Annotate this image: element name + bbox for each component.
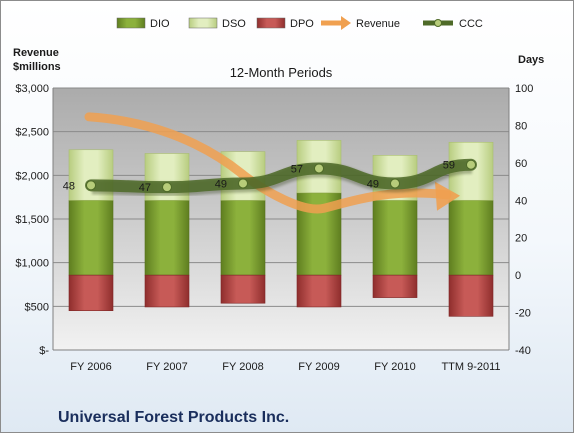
left-tick-label: $3,000 (15, 83, 49, 95)
ccc-data-label: 48 (63, 180, 75, 192)
legend-label: CCC (459, 18, 483, 30)
left-tick-label: $- (39, 345, 49, 357)
legend-swatch (188, 17, 218, 29)
left-tick-label: $500 (25, 301, 49, 313)
bar-dpo (68, 274, 114, 311)
company-name: Universal Forest Products Inc. (58, 409, 289, 426)
right-tick-label: 40 (515, 195, 527, 207)
right-tick-label: 20 (515, 233, 527, 245)
legend-item: CCC (423, 18, 483, 30)
left-axis-title: Revenue $millions (13, 47, 61, 73)
bar-dpo (144, 274, 190, 308)
legend-item: Revenue (321, 16, 400, 30)
ccc-data-label: 49 (367, 178, 379, 190)
x-tick-label: FY 2008 (222, 361, 263, 373)
legend-swatch (116, 17, 146, 29)
legend-item: DIO (116, 17, 170, 30)
legend-label: DPO (290, 18, 314, 30)
bar-dio (144, 199, 190, 276)
bar-dio (372, 199, 418, 276)
right-tick-label: 0 (515, 270, 521, 282)
bar-dio (220, 199, 266, 276)
right-axis-title: Days (518, 54, 544, 66)
ccc-data-label: 49 (215, 178, 227, 190)
right-tick-label: 80 (515, 120, 527, 132)
revenue-trend-line (84, 112, 452, 214)
right-tick-label: -20 (515, 308, 531, 320)
legend-item: DPO (256, 17, 314, 30)
x-tick-label: TTM 9-2011 (441, 361, 500, 373)
x-tick-label: FY 2006 (70, 361, 111, 373)
ccc-data-label: 47 (139, 182, 151, 194)
legend-swatch (256, 17, 286, 29)
x-tick-label: FY 2007 (146, 361, 187, 373)
ccc-point (162, 182, 172, 193)
legend-label: Revenue (356, 18, 400, 30)
right-tick-label: 60 (515, 158, 527, 170)
x-tick-label: FY 2010 (374, 361, 415, 373)
ccc-point (466, 159, 476, 170)
ccc-data-label: 57 (291, 163, 303, 175)
left-tick-label: $1,500 (15, 214, 49, 226)
legend-arrow-icon (341, 16, 351, 30)
legend-label: DSO (222, 18, 246, 30)
x-tick-label: FY 2009 (298, 361, 339, 373)
ccc-point (390, 178, 400, 189)
bar-dpo (220, 274, 266, 304)
right-tick-label: 100 (515, 83, 533, 95)
left-tick-label: $2,000 (15, 170, 49, 182)
bar-dio (68, 199, 114, 276)
left-tick-label: $2,500 (15, 127, 49, 139)
ccc-data-label: 59 (443, 160, 455, 172)
legend-item: DSO (188, 17, 246, 30)
legend-marker (434, 19, 442, 27)
chart-title: 12-Month Periods (230, 65, 333, 80)
revenue-arrowhead (435, 181, 460, 211)
bar-dpo (372, 274, 418, 298)
bar-dpo (296, 274, 342, 308)
ccc-point (238, 178, 248, 189)
legend-label: DIO (150, 18, 170, 30)
bar-dpo (448, 274, 494, 317)
right-tick-label: -40 (515, 345, 531, 357)
ccc-point (86, 180, 96, 191)
bar-dio (448, 199, 494, 276)
ccc-point (314, 163, 324, 174)
left-tick-label: $1,000 (15, 258, 49, 270)
